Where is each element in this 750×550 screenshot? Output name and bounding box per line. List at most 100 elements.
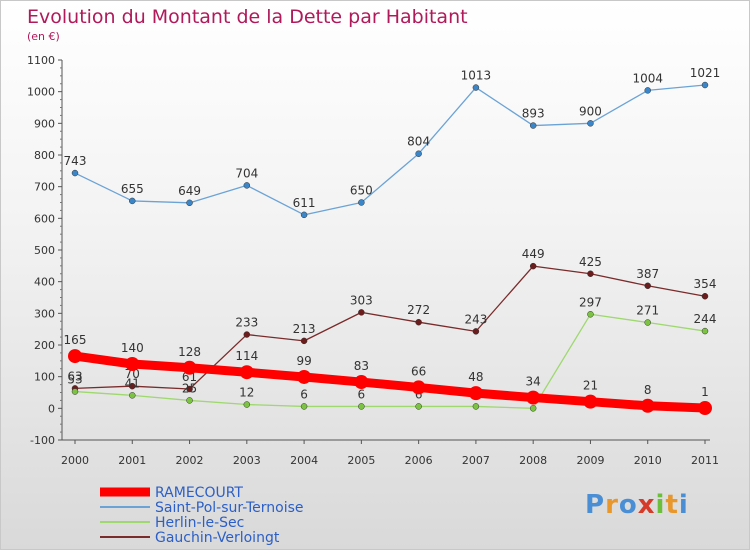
data-label-1: 233: [235, 316, 258, 330]
data-label-3: 48: [468, 370, 483, 384]
data-point-0: [358, 199, 365, 206]
logo-letter: x: [637, 490, 656, 520]
data-label-1: 272: [407, 303, 430, 317]
data-label-0: 893: [522, 107, 545, 121]
chart-subtitle: (en €): [27, 30, 60, 43]
series-line-2: [74, 313, 706, 409]
data-point-3: [354, 375, 369, 390]
logo-letter: P: [585, 490, 606, 520]
x-tick-label: 2001: [118, 454, 146, 467]
data-point-3: [698, 401, 712, 416]
data-label-0: 743: [64, 154, 87, 168]
data-label-3: 66: [411, 364, 426, 378]
data-label-0: 650: [350, 184, 373, 198]
data-label-0: 655: [121, 182, 144, 196]
x-tick-label: 2010: [634, 454, 662, 467]
data-point-1: [415, 318, 422, 326]
data-point-1: [129, 382, 136, 390]
x-tick-label: 2011: [691, 454, 719, 467]
y-tick-label: -100: [30, 434, 55, 447]
logo-letter: i: [678, 490, 689, 520]
data-label-1: 303: [350, 293, 373, 307]
legend-label-1: Saint-Pol-sur-Ternoise: [155, 500, 304, 516]
data-label-1: 213: [293, 322, 316, 336]
data-label-3: 83: [354, 359, 369, 373]
data-point-2: [529, 405, 537, 412]
data-label-2: 244: [694, 312, 717, 326]
data-point-2: [472, 403, 480, 410]
data-point-3: [526, 390, 541, 405]
data-point-1: [644, 282, 651, 290]
data-point-1: [587, 270, 594, 277]
data-point-2: [71, 388, 79, 395]
x-tick-label: 2000: [61, 454, 89, 467]
legend-label-2: Herlin-le-Sec: [155, 515, 244, 531]
y-tick-label: 1000: [27, 86, 55, 99]
data-point-3: [640, 398, 655, 413]
data-point-2: [300, 403, 308, 410]
data-point-1: [300, 337, 308, 345]
data-label-2: 25: [182, 381, 197, 395]
y-tick-label: 200: [34, 339, 55, 352]
x-tick-label: 2003: [233, 454, 261, 467]
x-tick-label: 2002: [176, 454, 204, 467]
data-label-3: 165: [64, 333, 87, 347]
data-point-0: [415, 150, 422, 157]
data-point-2: [243, 401, 251, 408]
y-tick-label: 800: [34, 149, 55, 162]
data-label-3: 128: [178, 345, 201, 359]
data-point-0: [71, 169, 79, 177]
data-label-1: 387: [636, 267, 659, 281]
x-tick-label: 2009: [576, 454, 604, 467]
data-label-0: 649: [178, 184, 201, 198]
data-label-0: 804: [407, 135, 430, 149]
logo-letter: r: [605, 490, 619, 520]
x-tick-label: 2008: [519, 454, 547, 467]
y-tick-label: 700: [34, 181, 55, 194]
data-point-0: [186, 199, 193, 207]
data-point-3: [468, 386, 483, 401]
data-label-0: 611: [293, 196, 316, 210]
data-label-2: 6: [300, 387, 308, 401]
data-point-3: [411, 380, 426, 395]
legend-label-3: Gauchin-Verloingt: [155, 530, 280, 546]
data-point-1: [701, 292, 709, 300]
data-label-3: 34: [526, 375, 541, 389]
x-tick-label: 2005: [347, 454, 375, 467]
data-point-0: [529, 122, 537, 129]
data-label-3: 8: [644, 383, 652, 397]
data-point-2: [587, 311, 594, 318]
data-point-2: [129, 392, 136, 399]
data-label-3: 21: [583, 379, 598, 393]
data-label-2: 6: [358, 387, 366, 401]
data-point-1: [472, 328, 480, 335]
series-line-0: [74, 84, 706, 216]
data-point-2: [415, 403, 422, 410]
data-label-0: 1021: [690, 66, 721, 80]
series-line-3: [70, 351, 710, 413]
data-label-2: 271: [636, 304, 659, 318]
logo-letter: i: [655, 490, 666, 520]
data-label-1: 354: [694, 277, 717, 291]
data-label-3: 99: [296, 354, 311, 368]
data-label-1: 425: [579, 255, 602, 269]
logo-letter: o: [618, 490, 638, 520]
data-point-3: [182, 360, 197, 375]
data-point-1: [243, 331, 251, 338]
data-point-1: [186, 385, 193, 393]
y-tick-label: 100: [34, 371, 55, 384]
data-label-2: 41: [125, 376, 140, 390]
data-point-0: [587, 120, 594, 127]
data-point-3: [68, 349, 82, 364]
data-point-2: [644, 319, 651, 326]
proxiti-logo: Proxiti: [585, 490, 689, 520]
data-point-0: [644, 87, 651, 94]
legend-label-0: RAMECOURT: [155, 485, 243, 501]
data-label-1: 449: [522, 247, 545, 261]
data-point-3: [125, 357, 140, 371]
data-label-0: 900: [579, 104, 602, 118]
data-point-0: [243, 182, 251, 189]
data-label-1: 70: [125, 367, 140, 381]
